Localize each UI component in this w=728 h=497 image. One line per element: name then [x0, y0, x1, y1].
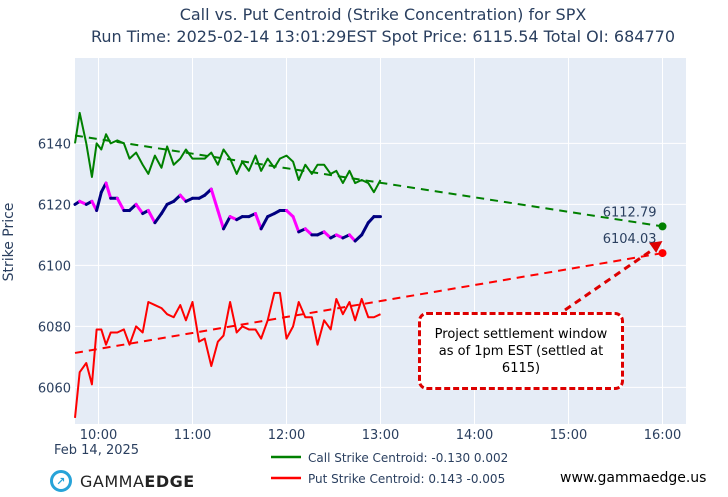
- x-tick-label: 12:00: [268, 428, 305, 443]
- y-tick-label: 6140: [38, 137, 71, 152]
- trend-arrow-icon: ↗: [50, 470, 72, 492]
- legend: Call Strike Centroid: -0.130 0.002 Put S…: [271, 451, 508, 486]
- chart-subtitle: Run Time: 2025-02-14 13:01:29EST Spot Pr…: [91, 27, 675, 46]
- y-tick-label: 6080: [38, 320, 71, 335]
- spot-price-segment: [115, 196, 126, 212]
- annotation-arrow: [564, 241, 663, 312]
- endpoint-markers: 6112.79 6104.03: [603, 205, 667, 258]
- spot-price-segment: [159, 202, 169, 216]
- spot-price-segment: [253, 212, 263, 231]
- spot-price-segment: [222, 215, 232, 231]
- call-endpoint-label: 6112.79: [603, 205, 657, 220]
- annotation-arrow-line: [564, 245, 658, 312]
- spot-price-segment: [134, 202, 145, 216]
- put-endpoint-label: 6104.03: [603, 232, 657, 247]
- spot-price-segment: [291, 215, 301, 234]
- x-tick-label: 10:00: [80, 428, 117, 443]
- spot-price-segment: [104, 181, 113, 200]
- spot-price-segment: [216, 209, 226, 231]
- call-endpoint-marker: [658, 222, 667, 231]
- spot-price-segment: [259, 215, 270, 231]
- call-centroid-line: [74, 111, 382, 194]
- call-trend-line: [74, 134, 663, 228]
- website-url: www.gammaedge.us: [560, 470, 707, 486]
- y-tick-label: 6120: [38, 198, 71, 213]
- x-tick-label: 14:00: [456, 428, 493, 443]
- gammaedge-logo: ↗ GAMMA EDGE: [50, 470, 195, 492]
- put-centroid-line: [74, 291, 381, 419]
- spot-price-segment: [209, 187, 220, 212]
- spot-price-segment: [153, 212, 163, 225]
- logo-text-gamma: GAMMA: [80, 471, 145, 491]
- y-axis-ticks: 6060 6080 6100 6120 6140: [38, 137, 71, 396]
- trend-lines: [74, 134, 663, 354]
- x-tick-label: 15:00: [550, 428, 587, 443]
- annotation-text: Project settlement window as of 1pm EST …: [434, 326, 608, 376]
- put-trend-line: [74, 252, 663, 354]
- y-tick-label: 6060: [38, 381, 71, 396]
- annotation-box: Project settlement window as of 1pm EST …: [418, 312, 624, 390]
- legend-call-label: Call Strike Centroid: -0.130 0.002: [308, 451, 508, 465]
- legend-put-label: Put Strike Centroid: 0.143 -0.005: [308, 472, 505, 486]
- logo-text-edge: EDGE: [144, 471, 195, 491]
- annotation-arrow-head: [649, 241, 663, 253]
- spot-price-segment: [95, 190, 103, 212]
- x-tick-label: 13:00: [362, 428, 399, 443]
- chart-title: Call vs. Put Centroid (Strike Concentrat…: [180, 5, 587, 24]
- x-tick-label: 16:00: [644, 428, 681, 443]
- x-axis-ticks: 10:00 11:00 12:00 13:00 14:00 15:00 16:00: [80, 428, 681, 443]
- spot-price-segment: [146, 209, 157, 225]
- x-axis-date-label: Feb 14, 2025: [54, 443, 139, 458]
- spot-price-segment: [360, 221, 370, 237]
- y-axis-title: Strike Price: [1, 203, 17, 282]
- x-tick-label: 11:00: [174, 428, 211, 443]
- y-tick-label: 6100: [38, 259, 71, 274]
- series-lines: [73, 111, 382, 419]
- put-endpoint-marker: [658, 249, 667, 258]
